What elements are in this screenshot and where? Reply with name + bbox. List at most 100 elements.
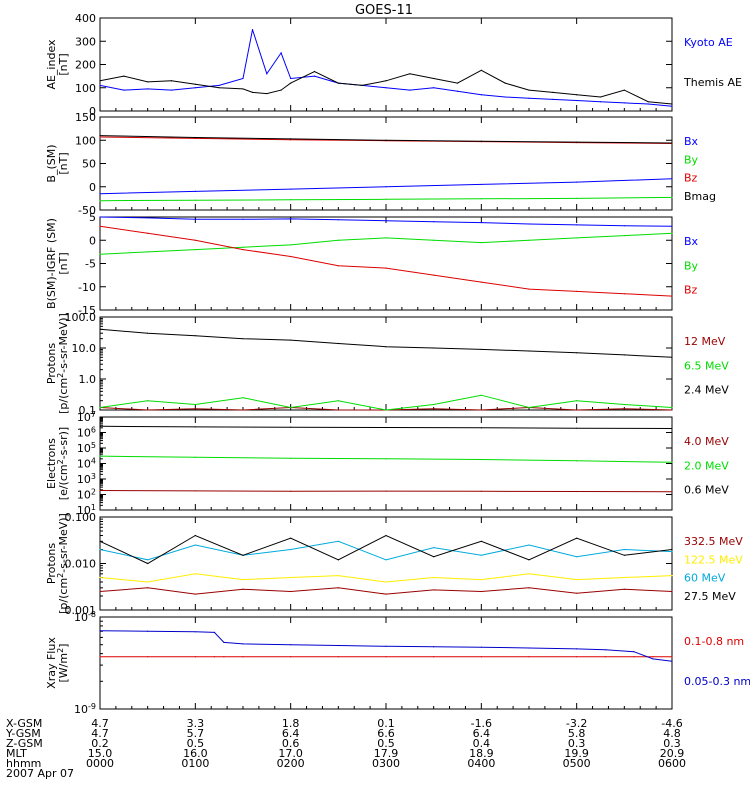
- series-line-4-3: [99, 328, 673, 358]
- data-point: [647, 101, 649, 103]
- footer-value: 5.7: [187, 727, 205, 740]
- data-point: [123, 75, 125, 77]
- data-point: [337, 82, 339, 84]
- data-point: [280, 89, 282, 91]
- figure-title: GOES-11: [355, 3, 413, 18]
- data-point: [194, 335, 196, 337]
- legend-entry: 332.5 MeV: [684, 535, 743, 548]
- data-point: [194, 573, 196, 575]
- footer-value: 0500: [563, 757, 591, 770]
- panel-frame: [99, 216, 673, 311]
- data-point: [433, 546, 435, 549]
- data-point: [456, 90, 459, 92]
- legend-entry: 2.0 MeV: [684, 459, 729, 472]
- data-point: [671, 225, 673, 227]
- y-tick-label: 101: [77, 503, 96, 518]
- data-point: [385, 346, 387, 348]
- legend-entry: 0.1-0.8 nm: [684, 635, 744, 648]
- legend-entry: Bz: [684, 284, 698, 297]
- footer-row-label: Y-GSM: [5, 727, 41, 740]
- data-point: [480, 554, 482, 556]
- data-point: [480, 656, 482, 658]
- data-point: [433, 347, 435, 349]
- y-tick-label: 400: [75, 12, 96, 25]
- data-point: [671, 548, 673, 551]
- footer-value: 6.4: [473, 727, 491, 740]
- data-point: [385, 490, 387, 492]
- data-point: [290, 644, 292, 646]
- panel-2: -50 0 50 100 150 B_(SM) [nT] Bx By Bz Bmag: [45, 111, 716, 217]
- y-tick-label: 104: [77, 456, 96, 471]
- footer-value: 0400: [467, 757, 495, 770]
- footer-value: 19.9: [564, 747, 589, 760]
- data-point: [337, 342, 339, 345]
- data-point: [385, 87, 387, 89]
- data-point: [99, 84, 101, 87]
- data-point: [313, 70, 316, 73]
- data-point: [147, 587, 149, 589]
- data-point: [337, 656, 339, 658]
- series-line-6-2: [99, 573, 673, 583]
- data-point: [409, 73, 411, 75]
- y-tick-label: 0.010: [65, 558, 97, 571]
- data-point: [337, 587, 339, 589]
- footer-value: 16.0: [183, 747, 208, 760]
- legend-entry: By: [684, 153, 699, 166]
- footer-value: 0300: [372, 757, 400, 770]
- data-point: [99, 225, 101, 227]
- data-point: [433, 589, 435, 591]
- data-point: [242, 656, 244, 658]
- y-tick-label: 0: [89, 105, 96, 118]
- y-axis-label: Electrons: [45, 438, 58, 489]
- data-point: [147, 81, 149, 83]
- data-point: [290, 537, 292, 539]
- data-point: [170, 89, 173, 91]
- data-point: [194, 426, 196, 428]
- data-point: [480, 590, 482, 593]
- data-point: [385, 534, 387, 537]
- data-point: [385, 220, 387, 222]
- data-point: [385, 267, 387, 269]
- data-point: [290, 590, 292, 593]
- data-point: [242, 218, 244, 220]
- footer-value: -1.6: [471, 717, 492, 730]
- data-point: [480, 409, 482, 411]
- y-tick-label: 100.0: [65, 311, 97, 324]
- y-tick-label: 0: [89, 234, 96, 247]
- data-point: [652, 656, 654, 658]
- data-point: [528, 239, 530, 241]
- data-point: [290, 656, 292, 658]
- data-point: [194, 403, 196, 406]
- legend-entry: Kyoto AE: [684, 36, 733, 49]
- y-tick-label: 100: [75, 134, 96, 147]
- data-point: [671, 103, 673, 105]
- legend-entry: 60 MeV: [684, 572, 726, 585]
- data-point: [576, 99, 578, 102]
- data-point: [194, 239, 196, 241]
- data-point: [528, 350, 530, 352]
- legend-entry: By: [684, 259, 699, 272]
- data-point: [385, 139, 387, 141]
- data-point: [99, 253, 101, 255]
- data-point: [337, 265, 339, 267]
- data-point: [242, 554, 244, 556]
- data-point: [433, 274, 435, 276]
- data-point: [99, 216, 101, 218]
- footer-value: 1.8: [282, 717, 300, 730]
- footer-row-label: X-GSM: [6, 717, 42, 730]
- data-point: [99, 136, 101, 138]
- data-point: [99, 656, 101, 658]
- data-point: [385, 581, 387, 583]
- y-tick-label: 5: [89, 211, 96, 224]
- data-point: [147, 562, 149, 565]
- data-point: [266, 92, 268, 95]
- data-point: [99, 406, 101, 409]
- data-point: [633, 651, 635, 653]
- data-point: [409, 89, 411, 91]
- y-tick-label: -50: [78, 204, 96, 217]
- date-label: 2007 Apr 07: [6, 767, 74, 780]
- data-point: [623, 408, 625, 410]
- data-point: [528, 573, 530, 575]
- footer-value: 4.7: [91, 727, 109, 740]
